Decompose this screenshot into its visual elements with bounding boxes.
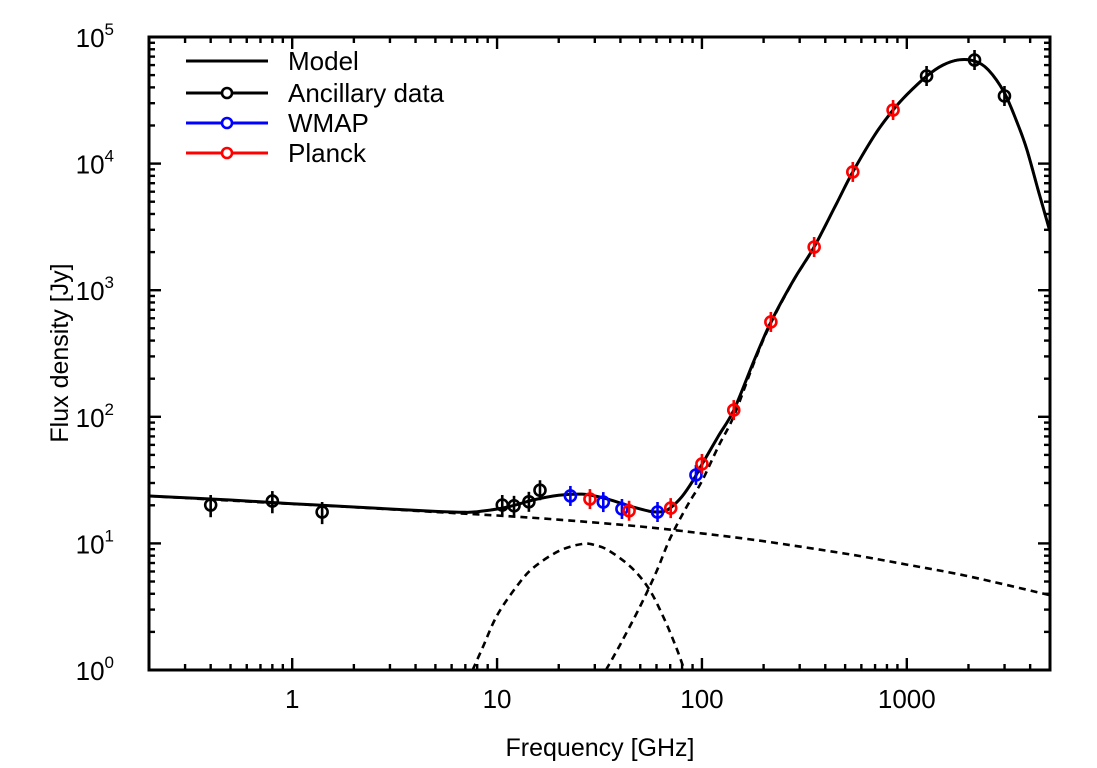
- y-tick-label: 105: [76, 20, 114, 53]
- data-point-ancillary-data: [265, 491, 280, 514]
- y-tick-exponent: 3: [105, 273, 114, 292]
- data-marker: [622, 503, 636, 518]
- data-marker: [689, 468, 703, 482]
- y-tick-base: 10: [76, 656, 105, 686]
- data-marker: [522, 495, 536, 509]
- data-point-planck: [726, 400, 741, 421]
- data-marker: [265, 494, 280, 508]
- y-tick-base: 10: [76, 403, 105, 433]
- data-marker: [845, 165, 860, 179]
- x-axis-title: Frequency [GHz]: [506, 734, 695, 762]
- legend-label: Ancillary data: [288, 78, 445, 108]
- legend-marker: [220, 86, 234, 100]
- x-tick-labels: 1 10 100 1000: [285, 684, 936, 714]
- y-tick-exponent: 2: [105, 400, 114, 419]
- legend-item-wmap: WMAP: [186, 108, 369, 138]
- data-point-planck: [622, 500, 636, 521]
- data-point-planck: [583, 489, 597, 510]
- data-marker: [315, 505, 329, 519]
- y-tick-exponent: 4: [105, 147, 114, 166]
- data-marker: [615, 502, 629, 516]
- y-tick-base: 10: [76, 23, 105, 53]
- data-marker: [967, 53, 982, 67]
- y-tick-base: 10: [76, 529, 105, 559]
- y-tick-label: 102: [76, 400, 114, 433]
- legend-item-model: Model: [186, 46, 359, 76]
- data-point-planck: [695, 453, 709, 474]
- legend-item-ancillary-data: Ancillary data: [186, 78, 445, 108]
- data-marker: [650, 505, 665, 519]
- data-marker: [583, 492, 597, 506]
- data-point-planck: [845, 161, 860, 182]
- legend-label: Planck: [288, 138, 367, 168]
- data-point-ancillary-data: [315, 502, 329, 525]
- data-point-ancillary-data: [495, 495, 510, 516]
- data-point-wmap: [689, 464, 703, 485]
- legend-item-planck: Planck: [186, 138, 367, 168]
- data-marker: [919, 69, 934, 83]
- data-marker: [726, 403, 741, 417]
- data-point-ancillary-data: [919, 65, 934, 86]
- data-point-ancillary-data: [967, 50, 982, 71]
- x-tick-label: 1: [285, 684, 299, 714]
- legend-label: Model: [288, 46, 359, 76]
- data-marker: [764, 315, 778, 329]
- data-marker: [663, 501, 678, 515]
- data-points: [203, 50, 1012, 525]
- data-marker: [807, 240, 821, 254]
- y-tick-label: 104: [76, 147, 114, 180]
- y-tick-label: 100: [76, 653, 114, 686]
- data-marker: [507, 499, 521, 513]
- data-point-ancillary-data: [522, 491, 536, 512]
- y-tick-exponent: 0: [105, 653, 114, 672]
- data-marker: [203, 498, 218, 512]
- legend-marker: [220, 146, 234, 160]
- y-tick-exponent: 1: [105, 526, 114, 545]
- data-marker: [695, 457, 709, 471]
- y-tick-base: 10: [76, 276, 105, 306]
- data-point-wmap: [596, 492, 611, 513]
- y-tick-exponent: 5: [105, 20, 114, 39]
- x-tick-label: 10: [483, 684, 512, 714]
- data-marker: [596, 495, 611, 509]
- data-point-planck: [886, 100, 900, 121]
- model-curve: [149, 57, 1050, 514]
- component-curve-thermal-dust-component: [604, 58, 1050, 670]
- data-point-planck: [807, 237, 821, 258]
- data-point-ancillary-data: [997, 85, 1012, 106]
- data-point-wmap: [650, 502, 665, 523]
- y-axis-title: Flux density [Jy]: [46, 263, 74, 442]
- data-point-ancillary-data: [533, 480, 547, 501]
- legend-label: WMAP: [288, 108, 369, 138]
- x-tick-label: 100: [680, 684, 723, 714]
- data-marker: [563, 489, 578, 503]
- data-point-planck: [663, 498, 678, 519]
- model-curves: [149, 57, 1050, 670]
- data-marker: [886, 103, 900, 117]
- axis-ticks: [147, 37, 1052, 672]
- plot-frame: [147, 35, 1052, 672]
- data-point-wmap: [563, 485, 578, 506]
- legend-marker: [220, 116, 234, 130]
- component-curve-anomalous-microwave-emission-component: [471, 542, 686, 670]
- x-tick-label: 1000: [878, 684, 936, 714]
- data-point-ancillary-data: [203, 495, 218, 518]
- data-marker: [997, 89, 1012, 103]
- data-point-wmap: [615, 498, 629, 519]
- data-marker: [533, 483, 547, 498]
- data-point-ancillary-data: [507, 495, 521, 516]
- y-tick-base: 10: [76, 150, 105, 180]
- y-tick-label: 101: [76, 526, 114, 559]
- data-point-planck: [764, 311, 778, 332]
- y-tick-label: 103: [76, 273, 114, 306]
